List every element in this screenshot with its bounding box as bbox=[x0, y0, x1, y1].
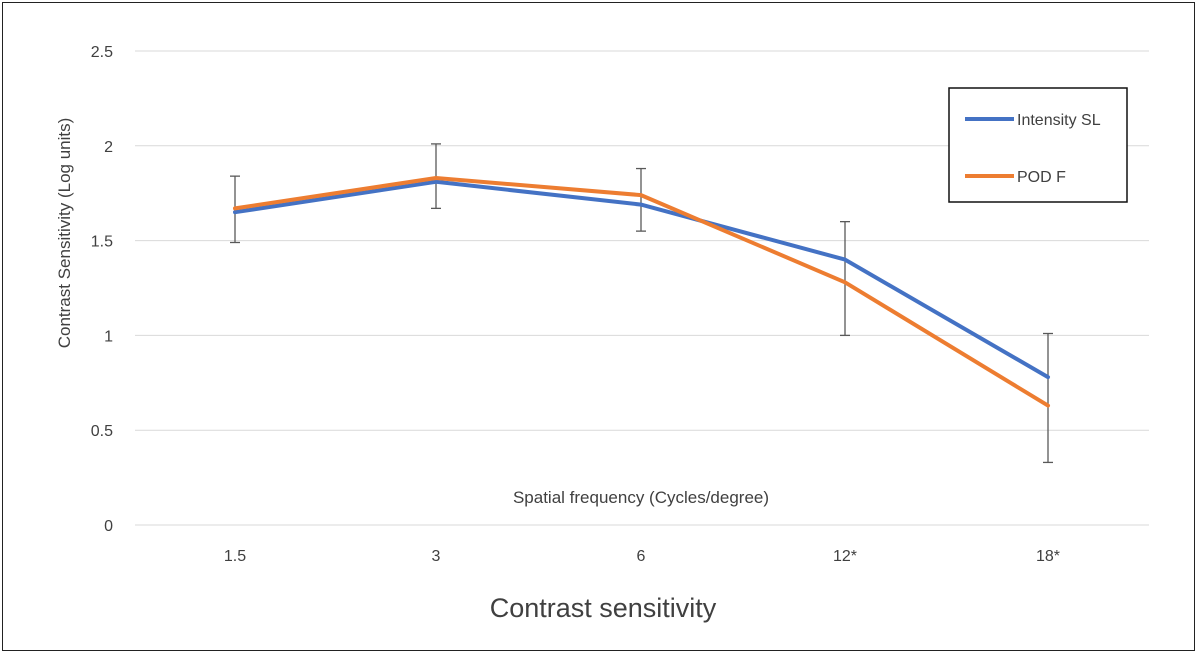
x-tick-label: 6 bbox=[637, 548, 646, 565]
chart-title: Contrast sensitivity bbox=[490, 593, 717, 623]
y-tick-label: 0.5 bbox=[91, 423, 113, 440]
x-tick-label: 3 bbox=[432, 548, 441, 565]
legend: Intensity SL POD F bbox=[948, 87, 1128, 203]
x-axis-ticks: 1.5 3 6 12* 18* bbox=[224, 548, 1060, 565]
x-tick-label: 18* bbox=[1036, 548, 1060, 565]
x-tick-label: 12* bbox=[833, 548, 857, 565]
series-line-1 bbox=[233, 179, 1050, 380]
error-bars bbox=[230, 143, 1053, 464]
line-chart: 0 0.5 1 1.5 2 2.5 1.5 3 6 12* 18* Contrast Sensit… bbox=[55, 44, 1149, 623]
y-axis-title: Contrast Sensitivity (Log units) bbox=[55, 118, 74, 349]
y-tick-label: 0 bbox=[104, 518, 113, 535]
series-line-2 bbox=[233, 176, 1050, 408]
series-lines bbox=[233, 176, 1050, 408]
y-tick-label: 1 bbox=[104, 328, 113, 345]
legend-label: POD F bbox=[1017, 169, 1066, 186]
x-axis-title: Spatial frequency (Cycles/degree) bbox=[513, 488, 769, 507]
legend-box bbox=[948, 87, 1128, 203]
legend-label: Intensity SL bbox=[1017, 112, 1101, 129]
gridlines bbox=[135, 50, 1149, 526]
y-tick-label: 1.5 bbox=[91, 234, 113, 251]
y-axis-ticks: 0 0.5 1 1.5 2 2.5 bbox=[91, 44, 113, 535]
y-tick-label: 2.5 bbox=[91, 44, 113, 61]
y-tick-label: 2 bbox=[104, 139, 113, 156]
x-tick-label: 1.5 bbox=[224, 548, 246, 565]
